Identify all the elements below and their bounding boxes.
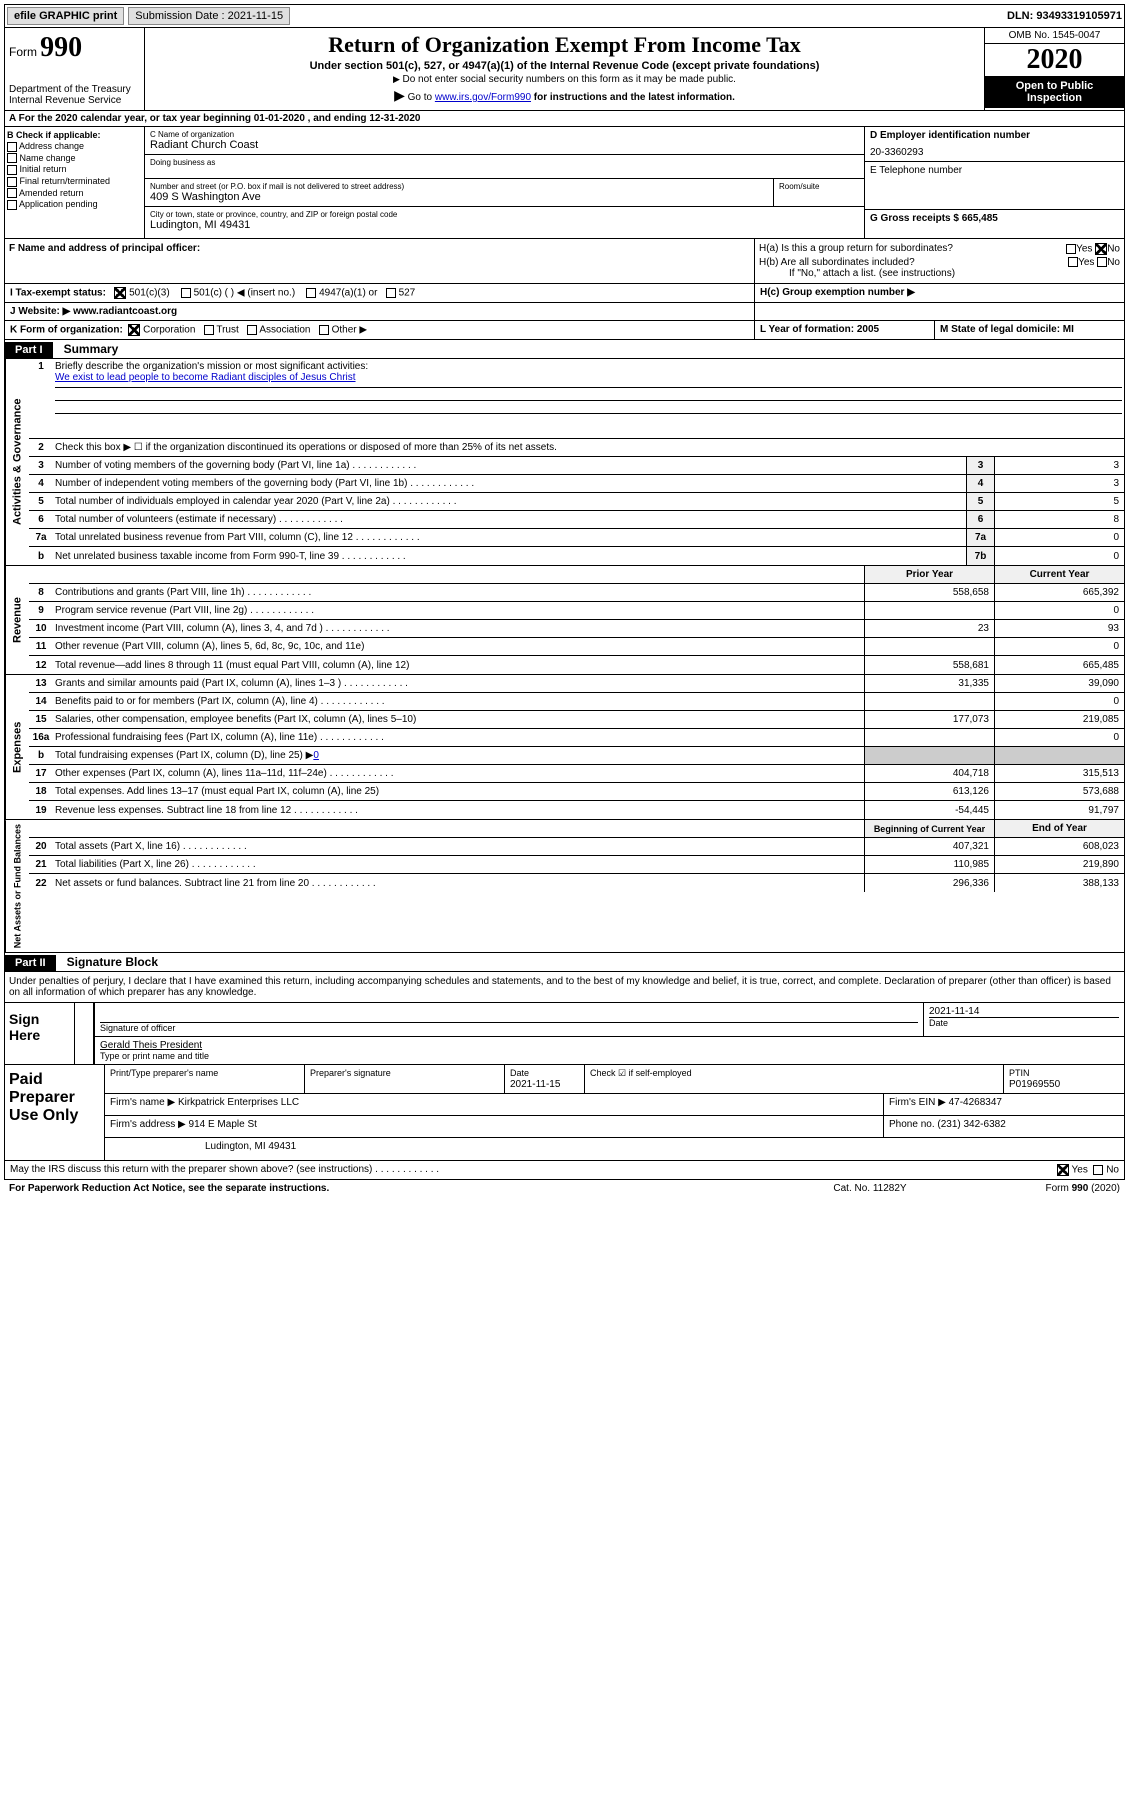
sign-here-block: Sign Here Signature of officer 2021-11-1… bbox=[4, 1003, 1125, 1065]
omb-number: OMB No. 1545-0047 bbox=[985, 28, 1124, 44]
name-change-checkbox[interactable] bbox=[7, 153, 17, 163]
501c-checkbox[interactable] bbox=[181, 288, 191, 298]
discuss-yes-checkbox[interactable] bbox=[1057, 1164, 1069, 1176]
gross-row: G Gross receipts $ 665,485 bbox=[865, 210, 1124, 238]
row-j: J Website: ▶ www.radiantcoast.org bbox=[4, 303, 1125, 321]
4947-checkbox[interactable] bbox=[306, 288, 316, 298]
final-return-checkbox[interactable] bbox=[7, 177, 17, 187]
row-i: I Tax-exempt status: 501(c)(3) 501(c) ( … bbox=[4, 284, 1125, 303]
col-b: B Check if applicable: Address change Na… bbox=[5, 127, 145, 238]
expenses-section: Expenses 13Grants and similar amounts pa… bbox=[4, 675, 1125, 820]
instruction-2: Go to www.irs.gov/Form990 for instructio… bbox=[149, 87, 980, 104]
part1-header: Part I Summary bbox=[4, 340, 1125, 359]
city-row: City or town, state or province, country… bbox=[145, 207, 864, 234]
initial-return-checkbox[interactable] bbox=[7, 165, 17, 175]
instr2-pre: Go to bbox=[408, 92, 435, 103]
row-a: A For the 2020 calendar year, or tax yea… bbox=[4, 111, 1125, 127]
street-row: Number and street (or P.O. box if mail i… bbox=[145, 179, 864, 207]
discuss-no-checkbox[interactable] bbox=[1093, 1165, 1103, 1175]
501c3-checkbox[interactable] bbox=[114, 287, 126, 299]
paid-preparer-block: Paid Preparer Use Only Print/Type prepar… bbox=[4, 1065, 1125, 1161]
addr-change-checkbox[interactable] bbox=[7, 142, 17, 152]
col-h: H(a) Is this a group return for subordin… bbox=[754, 239, 1124, 283]
form-subtitle: Under section 501(c), 527, or 4947(a)(1)… bbox=[149, 60, 980, 72]
instr2-post: for instructions and the latest informat… bbox=[534, 92, 735, 103]
department-label: Department of the Treasury Internal Reve… bbox=[9, 84, 140, 106]
dba-row: Doing business as bbox=[145, 155, 864, 179]
fgh-block: F Name and address of principal officer:… bbox=[4, 239, 1125, 284]
col-d: D Employer identification number 20-3360… bbox=[864, 127, 1124, 238]
submission-date-button[interactable]: Submission Date : 2021-11-15 bbox=[128, 7, 290, 25]
ha-yes-checkbox[interactable] bbox=[1066, 244, 1076, 254]
hb-yes-checkbox[interactable] bbox=[1068, 257, 1078, 267]
footer-row: For Paperwork Reduction Act Notice, see … bbox=[4, 1180, 1125, 1197]
tel-row: E Telephone number bbox=[865, 162, 1124, 210]
form-container: efile GRAPHIC print Submission Date : 20… bbox=[0, 0, 1129, 1201]
dln-label: DLN: 93493319105971 bbox=[1007, 10, 1122, 22]
org-name-row: C Name of organization Radiant Church Co… bbox=[145, 127, 864, 155]
inspection-label: Open to Public Inspection bbox=[985, 76, 1124, 108]
form-title: Return of Organization Exempt From Incom… bbox=[149, 32, 980, 58]
form-number: 990 bbox=[40, 32, 82, 63]
revenue-section: Revenue Prior YearCurrent Year 8Contribu… bbox=[4, 566, 1125, 675]
col-c: C Name of organization Radiant Church Co… bbox=[145, 127, 864, 238]
discuss-row: May the IRS discuss this return with the… bbox=[4, 1161, 1125, 1180]
527-checkbox[interactable] bbox=[386, 288, 396, 298]
col-f: F Name and address of principal officer: bbox=[5, 239, 754, 283]
info-block: B Check if applicable: Address change Na… bbox=[4, 127, 1125, 239]
form-header: Form 990 Department of the Treasury Inte… bbox=[4, 28, 1125, 111]
hb-no-checkbox[interactable] bbox=[1097, 257, 1107, 267]
row-k: K Form of organization: Corporation Trus… bbox=[4, 321, 1125, 340]
declaration-text: Under penalties of perjury, I declare th… bbox=[4, 972, 1125, 1003]
trust-checkbox[interactable] bbox=[204, 325, 214, 335]
header-mid: Return of Organization Exempt From Incom… bbox=[145, 28, 984, 110]
amended-checkbox[interactable] bbox=[7, 188, 17, 198]
net-assets-section: Net Assets or Fund Balances Beginning of… bbox=[4, 820, 1125, 953]
activities-governance-section: Activities & Governance 1 Briefly descri… bbox=[4, 359, 1125, 566]
other-checkbox[interactable] bbox=[319, 325, 329, 335]
top-bar: efile GRAPHIC print Submission Date : 20… bbox=[4, 4, 1125, 28]
part2-header: Part II Signature Block bbox=[4, 953, 1125, 972]
mission-text[interactable]: We exist to lead people to become Radian… bbox=[55, 372, 356, 383]
form-word: Form bbox=[9, 45, 37, 59]
header-right: OMB No. 1545-0047 2020 Open to Public In… bbox=[984, 28, 1124, 110]
arrow-icon bbox=[75, 1003, 95, 1064]
app-pending-checkbox[interactable] bbox=[7, 200, 17, 210]
ha-no-checkbox[interactable] bbox=[1095, 243, 1107, 255]
corp-checkbox[interactable] bbox=[128, 324, 140, 336]
instruction-1: Do not enter social security numbers on … bbox=[149, 74, 980, 85]
tax-year: 2020 bbox=[985, 44, 1124, 76]
efile-button[interactable]: efile GRAPHIC print bbox=[7, 7, 124, 25]
irs-link[interactable]: www.irs.gov/Form990 bbox=[435, 92, 531, 103]
ein-row: D Employer identification number 20-3360… bbox=[865, 127, 1124, 162]
assoc-checkbox[interactable] bbox=[247, 325, 257, 335]
header-left: Form 990 Department of the Treasury Inte… bbox=[5, 28, 145, 110]
